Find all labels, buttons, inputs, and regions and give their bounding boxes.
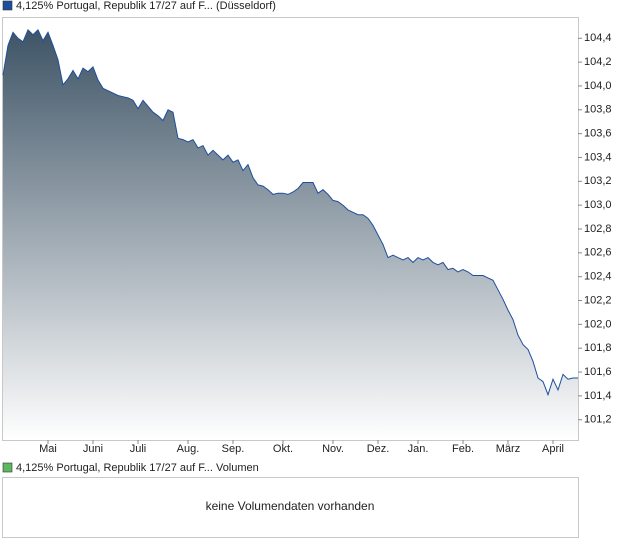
y-tick-label: 103,2 [584,175,612,187]
y-tick-label: 101,6 [584,366,612,378]
legend-label: 4,125% Portugal, Republik 17/27 auf F...… [16,0,276,12]
legend-swatch [2,462,13,473]
y-tick-label: 101,4 [584,390,612,402]
y-tick-label: 102,8 [584,223,612,235]
x-tick-label: Dez. [367,443,390,455]
y-tick-label: 103,8 [584,104,612,116]
x-tick-label: Jan. [408,443,429,455]
x-tick-label: April [542,443,564,455]
y-tick-label: 104,4 [584,32,612,44]
x-tick-label: Juli [130,443,147,455]
y-tick-label: 103,0 [584,199,612,211]
no-data-message: keine Volumendaten vorhanden [206,499,375,513]
x-tick-label: Sep. [222,443,245,455]
legend-label: 4,125% Portugal, Republik 17/27 auf F...… [16,462,259,474]
y-tick-label: 104,2 [584,56,612,68]
x-tick-label: Nov. [322,443,344,455]
y-tick-label: 103,6 [584,128,612,140]
x-tick-label: Aug. [177,443,200,455]
x-tick-label: Feb. [452,443,474,455]
y-tick-label: 102,4 [584,271,612,283]
volume-frame [2,477,579,538]
x-tick-label: Juni [83,443,103,455]
x-tick-label: Mai [39,443,57,455]
y-tick-label: 101,2 [584,414,612,426]
y-tick-label: 101,8 [584,342,612,354]
area [3,29,578,441]
x-tick-label: Okt. [273,443,293,455]
y-tick-label: 103,4 [584,151,612,163]
y-tick-label: 104,0 [584,80,612,92]
x-tick-label: März [496,443,520,455]
legend-swatch [2,0,13,11]
y-tick-label: 102,0 [584,318,612,330]
y-tick-label: 102,6 [584,247,612,259]
y-tick-label: 102,2 [584,294,612,306]
line [2,29,578,397]
